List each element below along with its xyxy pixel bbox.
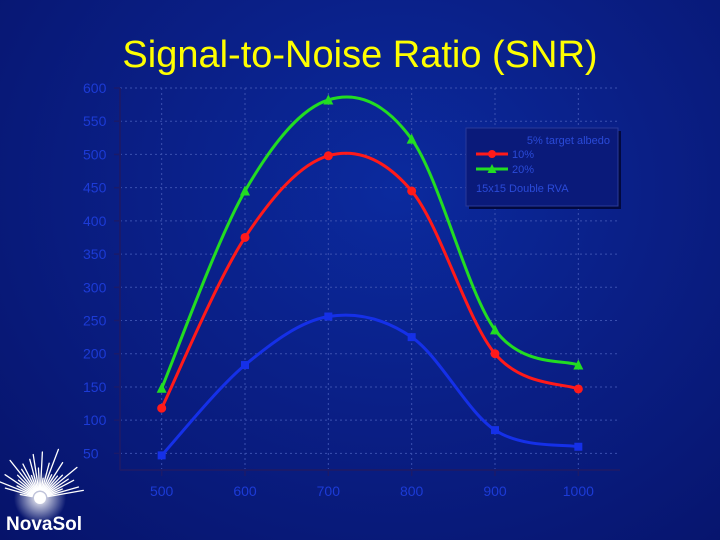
starburst-ray [46, 479, 75, 495]
data-point-0-1 [240, 232, 250, 242]
data-point-1-3 [406, 133, 417, 144]
data-point-0-5 [573, 384, 583, 394]
legend-entry: 10% [512, 149, 534, 161]
starburst-ray [42, 448, 60, 492]
legend-swatch-marker [487, 164, 497, 173]
y-tick-label: 250 [83, 313, 107, 329]
x-tick-label: 1000 [563, 483, 594, 499]
y-tick-label: 50 [83, 445, 99, 461]
starburst-ray [16, 474, 36, 493]
data-point-2-3 [407, 333, 416, 342]
data-point-0-3 [407, 186, 417, 196]
data-point-0-4 [490, 349, 500, 359]
starburst-ray [17, 479, 35, 494]
legend-swatch-marker [488, 150, 496, 158]
starburst-icon [0, 448, 84, 524]
starburst-ray [44, 475, 59, 493]
data-point-0-0 [157, 403, 167, 413]
starburst-ray [22, 463, 38, 492]
data-point-2-4 [491, 426, 499, 435]
grid-lines [120, 87, 620, 470]
starburst-ray [43, 461, 64, 492]
starburst-ray [32, 453, 40, 491]
series-markers [156, 94, 584, 460]
starburst-ray [21, 468, 37, 492]
data-point-0-2 [323, 151, 333, 161]
starburst-ray [41, 462, 50, 491]
starburst-ray [42, 474, 53, 492]
starburst-ray [4, 487, 33, 497]
y-tick-label: 450 [83, 180, 107, 196]
data-point-2-0 [157, 451, 166, 460]
starburst-ray [29, 458, 39, 491]
legend-entry: 20% [512, 164, 534, 176]
y-tick-label: 600 [83, 80, 107, 96]
starburst-ray [19, 493, 33, 498]
x-tick-label: 900 [483, 483, 507, 499]
legend-note: 15x15 Double RVA [476, 183, 569, 195]
starburst-ray [46, 488, 63, 496]
axes [114, 87, 620, 476]
data-point-2-2 [324, 312, 333, 321]
legend-title: 5% target albedo [527, 135, 610, 147]
data-point-1-2 [323, 94, 334, 105]
y-tick-label: 150 [83, 379, 107, 395]
starburst-ray [9, 459, 36, 493]
data-point-2-5 [574, 442, 583, 451]
y-tick-label: 100 [83, 412, 107, 428]
starburst-ray [45, 466, 78, 494]
starburst-ray [40, 477, 44, 491]
starburst-ray [47, 486, 80, 497]
starburst-ray [0, 481, 34, 496]
x-tick-label: 700 [317, 483, 341, 499]
starburst-core [34, 492, 46, 504]
starburst-ray [37, 467, 41, 491]
legend: 5% target albedo 10% 20% 15x15 Double RVA [465, 127, 621, 209]
y-tick-label: 350 [83, 246, 107, 262]
starburst-ray [4, 474, 34, 495]
y-tick-label: 400 [83, 213, 107, 229]
starburst-ray [16, 485, 34, 495]
slide-title: Signal-to-Noise Ratio (SNR) [122, 34, 598, 76]
tick-labels: 50 100 150 200 250 300 350 400 450 500 550 600 500 60… [83, 80, 594, 499]
x-tick-label: 600 [233, 483, 257, 499]
starburst-ray [46, 478, 69, 495]
data-point-1-4 [490, 324, 500, 335]
starburst-ray [39, 451, 44, 491]
data-point-1-5 [573, 359, 584, 370]
novasol-logo: NovaSol [6, 514, 83, 535]
starburst-ray [47, 489, 84, 498]
y-tick-label: 550 [83, 113, 107, 129]
data-point-1-0 [156, 382, 167, 393]
y-tick-label: 200 [83, 346, 107, 362]
data-point-1-1 [240, 185, 250, 196]
data-point-2-1 [241, 361, 249, 370]
y-tick-label: 500 [83, 146, 107, 162]
y-tick-label: 300 [83, 279, 107, 295]
starburst-ray [30, 474, 38, 492]
x-tick-label: 800 [400, 483, 424, 499]
series-line-2 [160, 313, 579, 457]
x-tick-label: 500 [150, 483, 174, 499]
starburst-ray [44, 474, 64, 493]
